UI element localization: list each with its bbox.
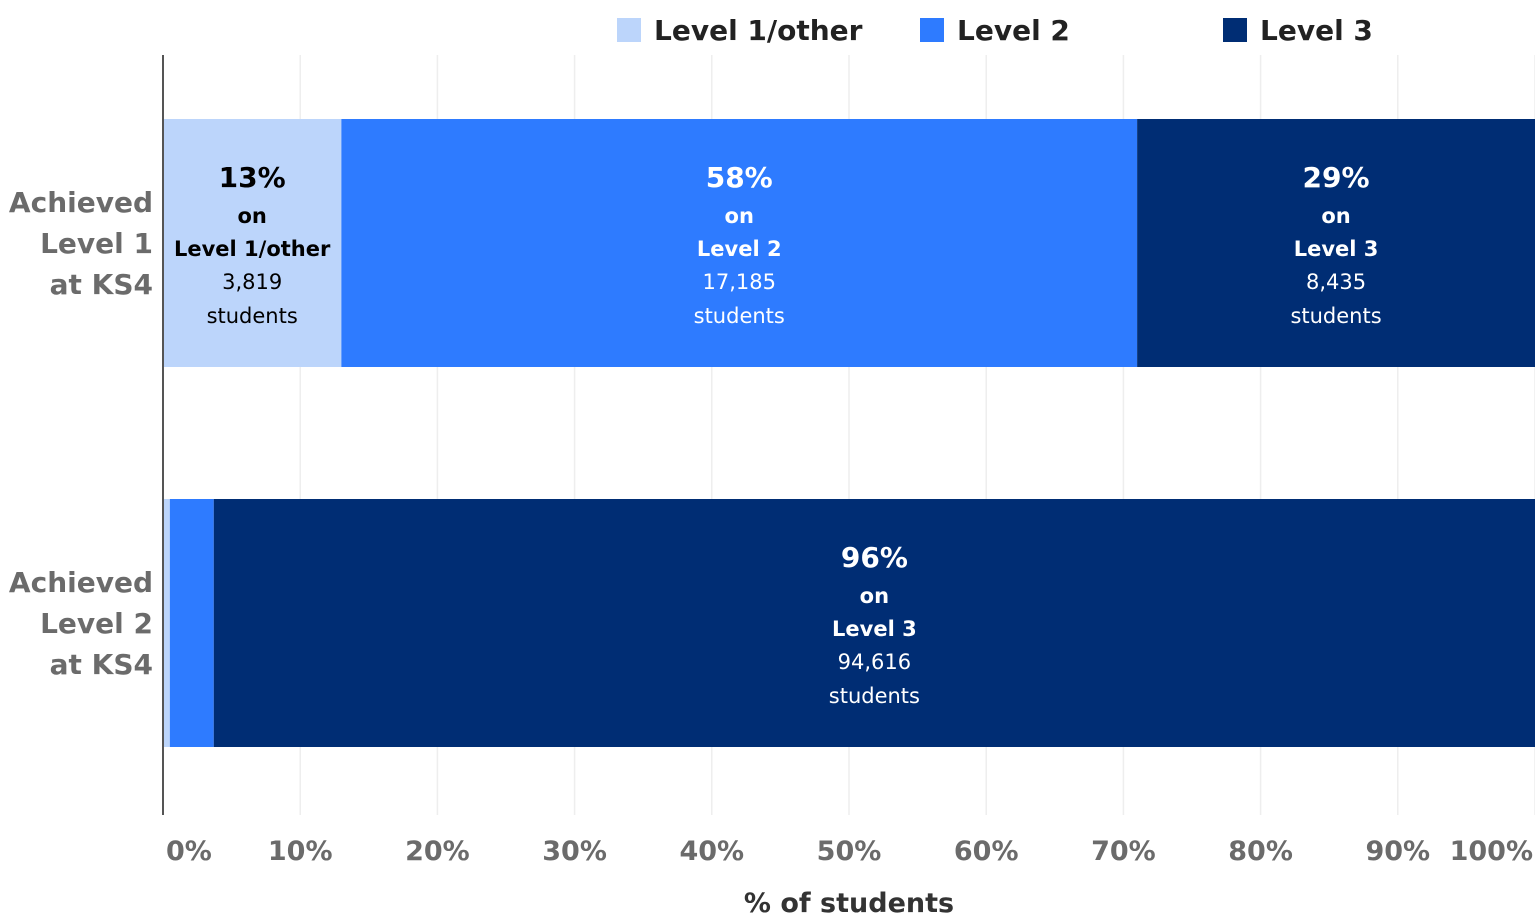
bar-segment-level1-1 — [341, 119, 1138, 367]
segment-label: 13% on Level 1/other 3,819 students — [174, 161, 331, 328]
segment-percent: 29% — [1303, 161, 1370, 194]
segment-on: on — [725, 204, 754, 228]
segment-unit: students — [1290, 304, 1381, 328]
category-label-line: Level 1 — [40, 227, 153, 260]
x-tick-label: 50% — [817, 836, 882, 867]
x-tick-label: 10% — [268, 836, 333, 867]
segment-level-name: Level 3 — [1294, 237, 1379, 261]
segment-unit: students — [829, 684, 920, 708]
segment-on: on — [237, 204, 266, 228]
bar-segment-level1-0 — [163, 119, 342, 367]
x-tick-label: 90% — [1365, 836, 1430, 867]
segment-student-count: 17,185 — [702, 270, 775, 294]
bar-segment-level2-0 — [163, 499, 170, 747]
segment-label: 29% on Level 3 8,435 students — [1290, 161, 1381, 328]
legend-swatch — [1223, 18, 1247, 42]
category-label-line: at KS4 — [50, 268, 153, 301]
category-label-line: Achieved — [9, 566, 153, 599]
bar-segment-level2-1 — [169, 499, 214, 747]
segment-student-count: 3,819 — [222, 270, 282, 294]
bars — [163, 119, 1535, 747]
legend-label: Level 2 — [957, 14, 1070, 47]
x-tick-label: 80% — [1228, 836, 1293, 867]
segment-unit: students — [694, 304, 785, 328]
category-label-line: Achieved — [9, 186, 153, 219]
segment-label: 58% on Level 2 17,185 students — [694, 161, 785, 328]
segment-on: on — [860, 584, 889, 608]
category-label-line: Level 2 — [40, 607, 153, 640]
segment-percent: 13% — [219, 161, 286, 194]
segment-level-name: Level 3 — [832, 617, 917, 641]
segment-student-count: 8,435 — [1306, 270, 1366, 294]
x-axis-title: % of students — [744, 888, 954, 916]
legend-swatch — [617, 18, 641, 42]
x-tick-label: 0% — [166, 836, 212, 867]
legend-item: Level 1/other — [617, 14, 863, 47]
legend-label: Level 1/other — [654, 14, 863, 47]
segment-on: on — [1321, 204, 1350, 228]
legend-label: Level 3 — [1260, 14, 1373, 47]
legend-item: Level 2 — [920, 14, 1070, 47]
segment-unit: students — [207, 304, 298, 328]
segment-student-count: 94,616 — [838, 650, 911, 674]
category-label-level2: Achieved Level 2 at KS4 — [9, 566, 153, 681]
category-label-line: at KS4 — [50, 648, 153, 681]
segment-labels: 13% on Level 1/other 3,819 students 58% on Leve… — [174, 161, 1382, 708]
bar-segment-level1-2 — [1137, 119, 1535, 367]
segment-label: 96% on Level 3 94,616 students — [829, 541, 920, 708]
segment-percent: 96% — [841, 541, 908, 574]
category-label-level1: Achieved Level 1 at KS4 — [9, 186, 153, 301]
x-tick-label: 30% — [542, 836, 607, 867]
segment-level-name: Level 1/other — [174, 237, 331, 261]
x-tick-label: 40% — [679, 836, 744, 867]
category-labels: Achieved Level 1 at KS4 Achieved Level 2 at K… — [9, 186, 153, 681]
legend-item: Level 3 — [1223, 14, 1373, 47]
segment-percent: 58% — [706, 161, 773, 194]
bar-segment-level2-2 — [213, 499, 1535, 747]
x-tick-labels: 0% 10% 20% 30% 40% 50% 60% 70% 80% 90% 100% — [166, 836, 1533, 867]
x-tick-label: 60% — [954, 836, 1019, 867]
x-tick-label: 20% — [405, 836, 470, 867]
x-tick-label: 70% — [1091, 836, 1156, 867]
legend: Level 1/other Level 2 Level 3 — [617, 14, 1373, 47]
segment-level-name: Level 2 — [697, 237, 782, 261]
legend-swatch — [920, 18, 944, 42]
x-tick-label: 100% — [1450, 836, 1533, 867]
